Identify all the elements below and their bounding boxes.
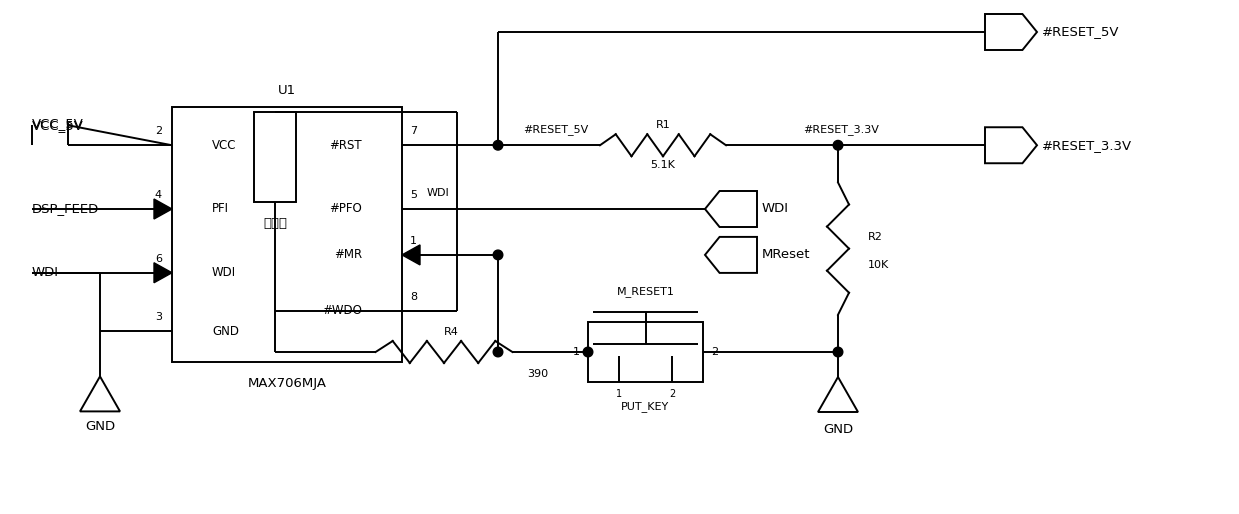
Polygon shape xyxy=(154,199,172,219)
Text: 2: 2 xyxy=(669,389,675,399)
Circle shape xyxy=(833,347,843,357)
Text: #RESET_3.3V: #RESET_3.3V xyxy=(803,124,878,135)
Text: #WDO: #WDO xyxy=(322,304,362,318)
Text: #RESET_3.3V: #RESET_3.3V xyxy=(1042,139,1132,152)
Circle shape xyxy=(833,140,843,150)
Text: 3: 3 xyxy=(155,313,162,322)
Text: 8: 8 xyxy=(410,292,418,302)
Text: R4: R4 xyxy=(444,327,458,337)
Text: U1: U1 xyxy=(278,84,296,98)
Text: 1: 1 xyxy=(572,347,580,357)
Text: #MR: #MR xyxy=(333,248,362,262)
Text: GND: GND xyxy=(823,424,854,436)
Text: 1: 1 xyxy=(616,389,622,399)
Text: PFI: PFI xyxy=(212,203,229,215)
Text: 跳线帽: 跳线帽 xyxy=(263,217,287,230)
Text: #RESET_5V: #RESET_5V xyxy=(1042,26,1120,39)
Text: M_RESET1: M_RESET1 xyxy=(617,286,674,298)
Circle shape xyxy=(493,250,503,260)
Circle shape xyxy=(493,347,503,357)
Text: VCC_5V: VCC_5V xyxy=(32,117,84,130)
Text: GND: GND xyxy=(212,325,239,338)
Text: R2: R2 xyxy=(869,232,883,242)
Text: 10K: 10K xyxy=(869,260,890,270)
Polygon shape xyxy=(154,263,172,283)
Text: 4: 4 xyxy=(155,190,162,200)
Text: VCC: VCC xyxy=(212,139,237,152)
Text: WDI: WDI xyxy=(212,266,237,279)
Text: #PFO: #PFO xyxy=(330,203,362,215)
Text: #RESET_5V: #RESET_5V xyxy=(523,124,589,135)
Text: GND: GND xyxy=(85,420,115,433)
Text: 2: 2 xyxy=(155,126,162,136)
Circle shape xyxy=(584,347,592,357)
Text: #RST: #RST xyxy=(330,139,362,152)
Text: PUT_KEY: PUT_KEY xyxy=(622,401,669,412)
Text: 5: 5 xyxy=(410,190,418,200)
Text: WDI: WDI xyxy=(762,203,789,215)
Bar xyxy=(172,107,401,362)
Text: WDI: WDI xyxy=(32,266,59,279)
Polygon shape xyxy=(401,245,420,265)
Text: 2: 2 xyxy=(711,347,719,357)
Text: 390: 390 xyxy=(527,369,548,379)
Text: MReset: MReset xyxy=(762,248,810,262)
Text: 6: 6 xyxy=(155,254,162,264)
Text: 1: 1 xyxy=(410,236,418,246)
Text: WDI: WDI xyxy=(427,188,450,198)
Text: VCC_5V: VCC_5V xyxy=(32,119,84,132)
Bar xyxy=(589,322,703,382)
Text: 7: 7 xyxy=(410,126,418,136)
Text: DSP_FEED: DSP_FEED xyxy=(32,203,99,215)
Circle shape xyxy=(493,140,503,150)
Text: R1: R1 xyxy=(655,120,670,130)
Bar xyxy=(254,112,296,202)
Text: 5.1K: 5.1K xyxy=(650,160,675,170)
Text: MAX706MJA: MAX706MJA xyxy=(248,377,327,391)
